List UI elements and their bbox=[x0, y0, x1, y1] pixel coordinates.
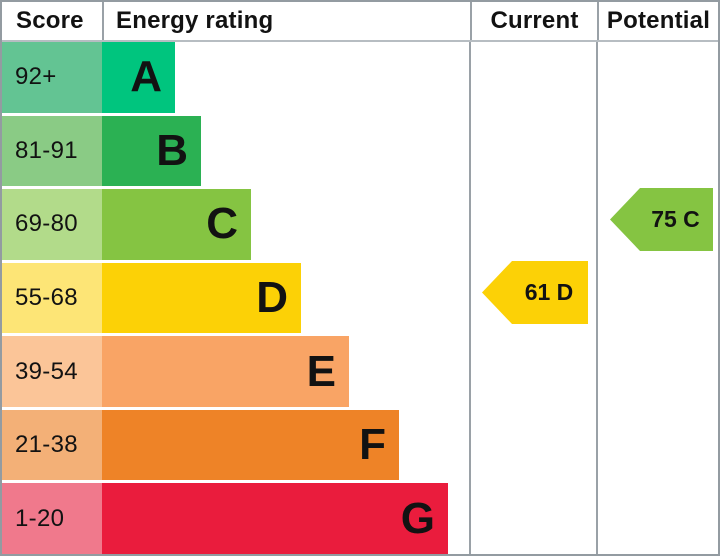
rating-band-letter: D bbox=[256, 273, 288, 323]
score-range-cell: 69-80 bbox=[2, 189, 102, 260]
score-range-cell: 1-20 bbox=[2, 483, 102, 554]
rating-band-row: 39-54 E bbox=[2, 336, 718, 410]
score-column-header: Score bbox=[2, 2, 104, 40]
score-range-label: 69-80 bbox=[15, 210, 78, 238]
rating-band-bar: D bbox=[102, 262, 301, 334]
rating-band-bar: C bbox=[102, 189, 251, 260]
header-row: Score Energy rating Current Potential bbox=[2, 2, 718, 42]
score-range-label: 81-91 bbox=[15, 136, 78, 164]
current-column-divider bbox=[469, 42, 471, 554]
rating-band-row: 69-80 C bbox=[2, 189, 718, 263]
score-range-label: 21-38 bbox=[15, 431, 78, 459]
rating-band-row: 92+ A bbox=[2, 42, 718, 116]
rating-band-bar: F bbox=[102, 409, 399, 481]
score-range-label: 39-54 bbox=[15, 357, 78, 385]
current-rating-label: 61 D bbox=[524, 279, 574, 305]
rating-band-bar: G bbox=[102, 483, 448, 554]
chart-body: 61 D 75 C 92+ A 81-91 B 69-80 C 55-68 bbox=[2, 42, 718, 554]
score-range-cell: 21-38 bbox=[2, 409, 102, 481]
potential-column-header: Potential bbox=[599, 2, 718, 40]
energy-rating-header-label: Energy rating bbox=[116, 7, 274, 34]
rating-band-bar: A bbox=[102, 42, 175, 113]
rating-band-row: 81-91 B bbox=[2, 115, 718, 190]
score-range-label: 55-68 bbox=[15, 284, 78, 312]
potential-column-divider bbox=[596, 42, 598, 554]
rating-band-letter: C bbox=[206, 199, 238, 249]
rating-band-letter: G bbox=[400, 493, 435, 543]
current-header-label: Current bbox=[490, 7, 579, 34]
score-range-label: 1-20 bbox=[15, 504, 65, 532]
score-range-cell: 92+ bbox=[2, 42, 102, 113]
score-range-cell: 55-68 bbox=[2, 262, 102, 334]
potential-header-label: Potential bbox=[606, 7, 711, 34]
score-range-cell: 39-54 bbox=[2, 336, 102, 407]
rating-band-letter: E bbox=[306, 346, 336, 396]
rating-band-row: 55-68 D bbox=[2, 262, 718, 337]
rating-band-row: 1-20 G bbox=[2, 483, 718, 554]
potential-rating-label: 75 C bbox=[651, 206, 700, 232]
score-range-label: 92+ bbox=[15, 63, 57, 91]
score-range-cell: 81-91 bbox=[2, 115, 102, 187]
energy-rating-column-header: Energy rating bbox=[104, 2, 472, 40]
rating-band-letter: F bbox=[359, 420, 386, 470]
rating-band-bar: B bbox=[102, 115, 201, 187]
rating-band-row: 21-38 F bbox=[2, 409, 718, 484]
rating-band-letter: A bbox=[130, 52, 162, 102]
score-header-label: Score bbox=[16, 7, 84, 34]
rating-band-bar: E bbox=[102, 336, 349, 407]
rating-band-letter: B bbox=[156, 125, 188, 175]
current-column-header: Current bbox=[472, 2, 599, 40]
